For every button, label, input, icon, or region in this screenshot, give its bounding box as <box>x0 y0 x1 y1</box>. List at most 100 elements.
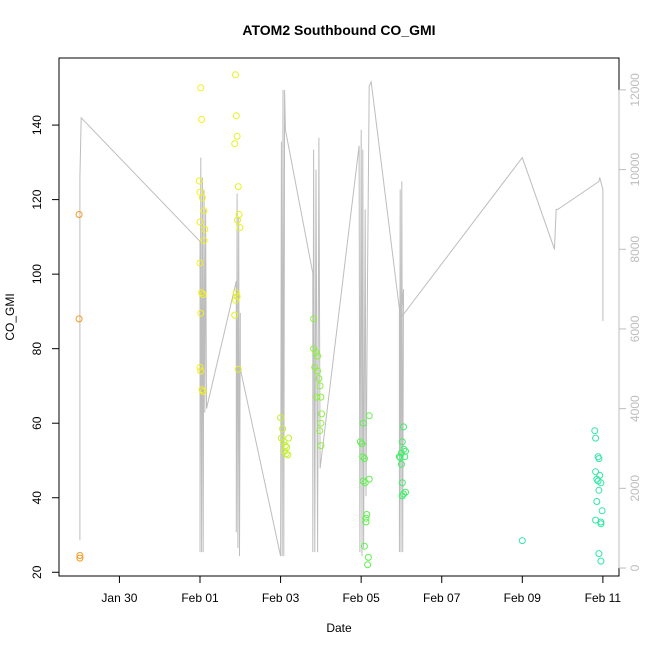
x-axis-label: Date <box>326 621 352 635</box>
x-axis: Jan 30 Feb 01 Feb 03 Feb 05 Feb 07 Feb 09 Feb … <box>101 575 622 605</box>
data-point-1-4 <box>198 194 206 202</box>
data-point-2-2 <box>233 132 241 140</box>
right-y-tick-label-2: 4000 <box>628 395 642 422</box>
data-point-8-15 <box>595 550 603 558</box>
data-point-1-7 <box>201 225 209 233</box>
data-point-5-8 <box>365 412 373 420</box>
data-point-5-1 <box>356 438 364 446</box>
data-point-3-8 <box>284 451 292 459</box>
data-point-4-10 <box>318 410 326 418</box>
plot-frame <box>58 57 620 577</box>
data-point-5-10 <box>362 514 370 522</box>
y-axis: 20 40 60 80 100 120 140 <box>30 115 60 579</box>
plot-area <box>75 71 606 569</box>
data-point-1-11 <box>199 291 207 299</box>
data-point-4-5 <box>314 367 322 375</box>
right-y-tick-label-1: 2000 <box>628 475 642 502</box>
x-tick-label-6: Feb 11 <box>585 591 622 605</box>
data-point-6-4 <box>398 438 406 446</box>
data-point-2-0 <box>232 71 239 79</box>
data-point-6-8 <box>401 453 409 461</box>
right-y-tick-label-5: 10000 <box>628 153 642 187</box>
data-point-7-0 <box>518 537 526 545</box>
y-tick-label-1: 40 <box>30 491 44 505</box>
data-point-8-9 <box>595 486 603 494</box>
data-point-5-13 <box>364 553 372 561</box>
data-point-4-13 <box>317 442 325 450</box>
data-point-2-8 <box>232 289 240 297</box>
data-point-5-4 <box>360 455 368 463</box>
data-point-2-12 <box>234 365 242 373</box>
data-point-5-7 <box>365 475 373 483</box>
data-point-3-0 <box>277 414 285 422</box>
data-point-3-2 <box>277 434 285 442</box>
data-point-5-3 <box>359 453 367 461</box>
x-tick-label-5: Feb 09 <box>504 591 542 605</box>
right-y-axis: 0 2000 4000 6000 8000 10000 12000 <box>618 73 642 571</box>
y-axis-label: CO_GMI <box>3 293 17 340</box>
data-point-4-0 <box>310 315 318 323</box>
data-point-8-13 <box>597 520 605 528</box>
data-point-8-8 <box>597 479 605 487</box>
data-point-2-11 <box>231 311 239 319</box>
data-point-2-1 <box>232 112 240 120</box>
data-point-2-9 <box>233 293 241 300</box>
data-point-5-11 <box>362 518 370 526</box>
data-point-6-3 <box>400 423 407 431</box>
data-point-2-7 <box>236 224 244 232</box>
chart-title: ATOM2 Southbound CO_GMI <box>242 22 435 38</box>
x-tick-label-1: Feb 01 <box>181 591 219 605</box>
data-point-1-1 <box>198 116 206 123</box>
data-point-6-10 <box>400 490 407 498</box>
data-point-0-0 <box>75 211 83 218</box>
data-point-3-3 <box>280 438 288 446</box>
data-point-1-16 <box>199 388 207 395</box>
data-point-1-14 <box>197 367 205 375</box>
data-point-1-0 <box>197 84 205 92</box>
y-tick-label-3: 80 <box>30 342 44 356</box>
x-tick-label-0: Jan 30 <box>101 591 137 605</box>
data-point-2-10 <box>232 296 239 304</box>
data-point-5-5 <box>361 479 369 487</box>
data-point-4-3 <box>314 352 322 360</box>
y-tick-label-6: 140 <box>30 115 44 135</box>
data-point-5-12 <box>360 542 368 550</box>
data-point-0-1 <box>75 315 83 323</box>
data-point-3-9 <box>282 450 290 458</box>
data-point-4-12 <box>316 427 324 435</box>
data-point-5-9 <box>363 511 371 518</box>
data-point-1-12 <box>197 309 205 317</box>
data-point-5-2 <box>358 440 366 448</box>
data-point-5-6 <box>359 477 367 485</box>
data-point-1-5 <box>200 207 208 215</box>
right-y-tick-label-6: 12000 <box>628 73 642 107</box>
data-point-6-1 <box>396 454 404 461</box>
data-point-3-1 <box>279 425 287 433</box>
data-point-8-4 <box>592 468 600 476</box>
y-tick-label-5: 120 <box>30 189 44 209</box>
data-point-5-14 <box>364 561 372 569</box>
data-point-8-10 <box>593 498 601 505</box>
data-point-1-9 <box>196 259 204 267</box>
data-point-8-0 <box>591 427 599 435</box>
data-point-6-0 <box>395 453 403 461</box>
y-tick-label-2: 60 <box>30 416 44 430</box>
data-point-8-16 <box>597 557 605 565</box>
data-point-1-15 <box>198 386 206 394</box>
right-y-tick-label-3: 6000 <box>628 315 642 342</box>
data-point-0-2 <box>76 552 84 559</box>
data-point-2-4 <box>234 183 242 191</box>
x-tick-label-2: Feb 03 <box>262 591 300 605</box>
data-point-6-9 <box>398 479 406 487</box>
data-point-6-12 <box>398 492 406 500</box>
data-point-4-11 <box>317 419 325 427</box>
x-tick-label-3: Feb 05 <box>342 591 380 605</box>
data-point-1-6 <box>196 218 204 226</box>
data-point-5-0 <box>359 419 367 427</box>
data-point-1-8 <box>200 237 208 245</box>
y-tick-label-4: 100 <box>30 264 44 284</box>
data-point-4-7 <box>316 382 324 390</box>
data-point-4-1 <box>310 345 318 353</box>
data-point-2-6 <box>234 216 241 224</box>
